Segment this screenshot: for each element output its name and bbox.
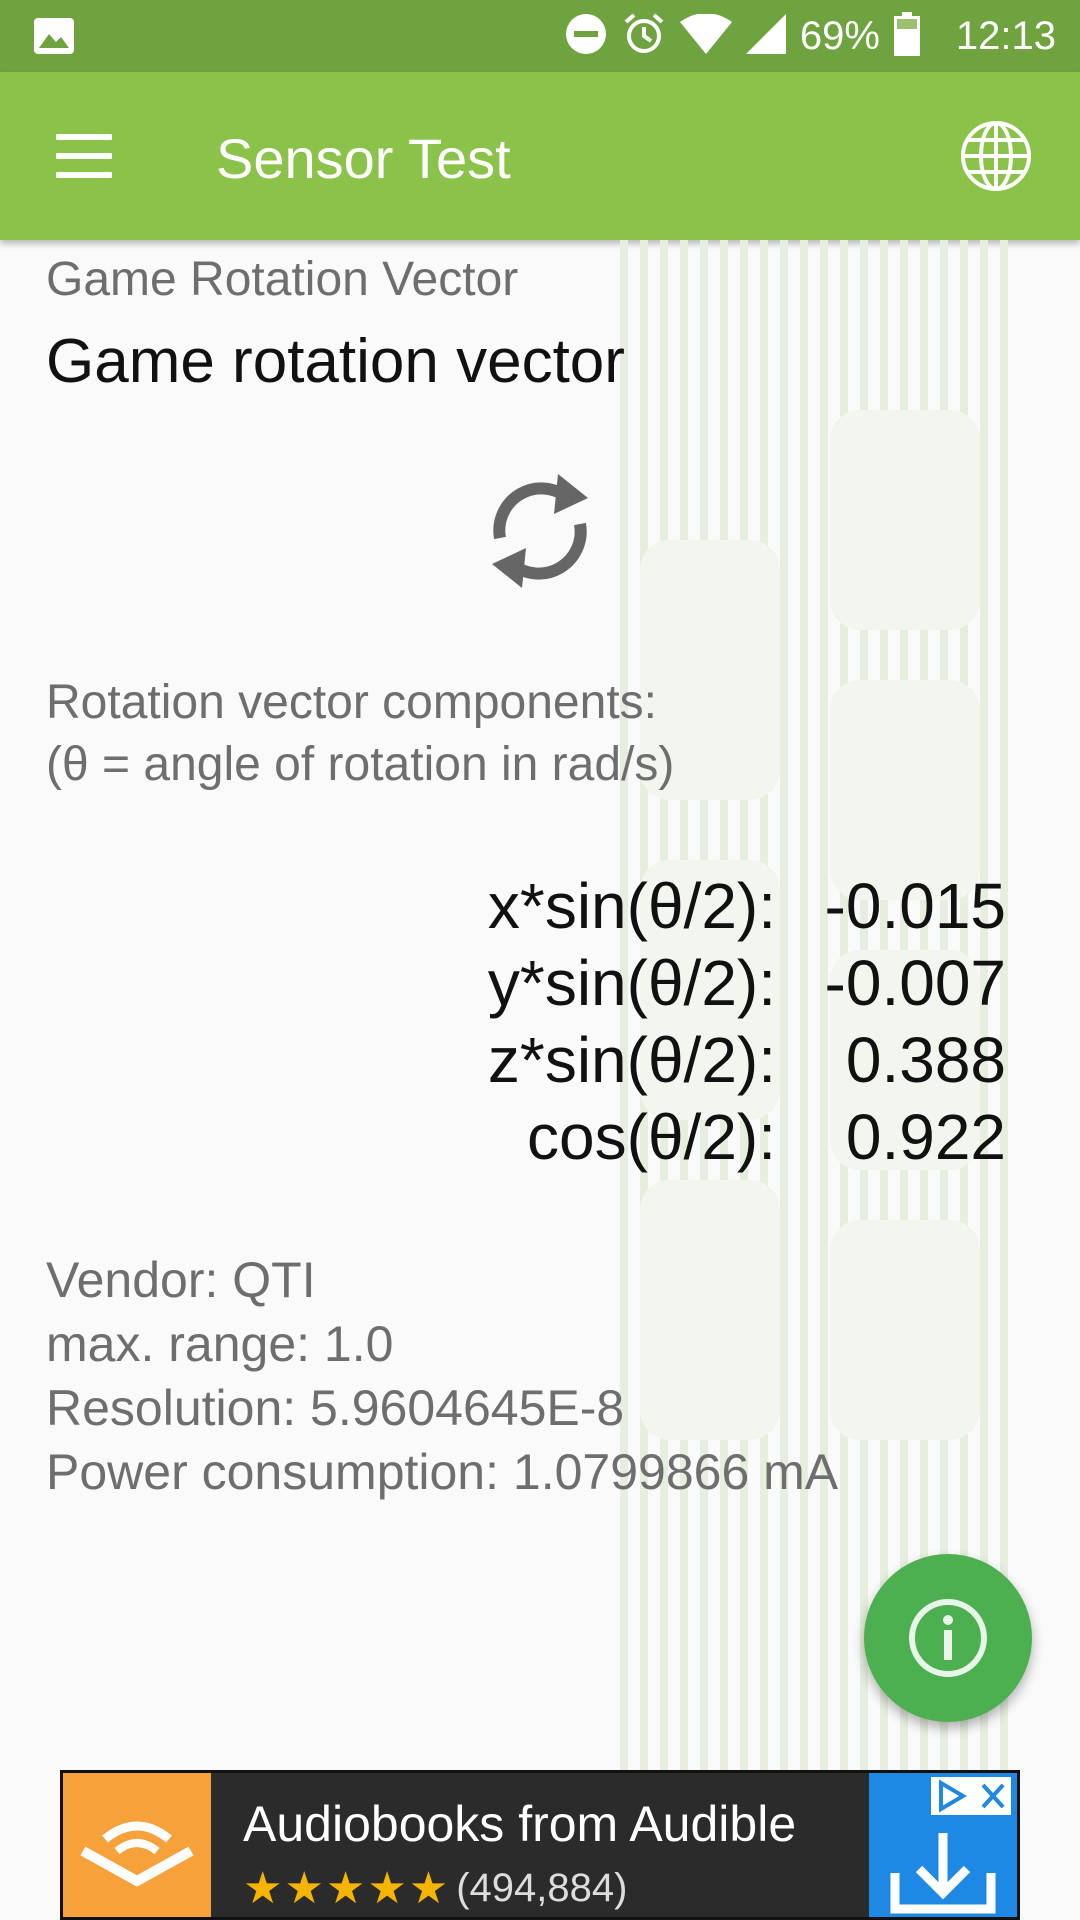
component-row-cos: cos(θ/2): 0.922 <box>488 1099 1006 1176</box>
rating-stars: ★★★★★ <box>243 1864 451 1913</box>
rating-count: (494,884) <box>456 1866 628 1910</box>
do-not-disturb-icon <box>564 12 608 61</box>
description-line-2: (θ = angle of rotation in rad/s) <box>46 738 675 791</box>
rotation-sync-icon <box>480 468 600 599</box>
component-label: z*sin(θ/2): <box>487 1024 776 1096</box>
component-label: y*sin(θ/2): <box>487 947 776 1019</box>
max-range-info: max. range: 1.0 <box>46 1316 394 1372</box>
battery-icon <box>893 11 920 61</box>
signal-icon <box>745 13 786 59</box>
component-row-z: z*sin(θ/2): 0.388 <box>488 1022 1006 1099</box>
component-value: -0.015 <box>824 870 1006 942</box>
sensor-type-label: Game Rotation Vector <box>46 253 519 306</box>
component-row-y: y*sin(θ/2): -0.007 <box>488 945 1006 1022</box>
rotation-components: x*sin(θ/2): -0.015 y*sin(θ/2): -0.007 z*… <box>488 868 1006 1176</box>
resolution-info: Resolution: 5.9604645E-8 <box>46 1380 625 1436</box>
alarm-icon <box>622 12 666 61</box>
info-icon <box>909 1599 987 1677</box>
component-row-x: x*sin(θ/2): -0.015 <box>488 868 1006 945</box>
wifi-icon <box>679 12 732 59</box>
ad-banner[interactable]: Audiobooks from Audible ★★★★★ (494,884) <box>60 1770 1020 1920</box>
status-bar: 69% 12:13 <box>0 0 1080 72</box>
power-info: Power consumption: 1.0799866 mA <box>46 1444 839 1500</box>
ad-choices-close-icon[interactable] <box>931 1777 1011 1815</box>
info-fab-button[interactable] <box>864 1554 1032 1722</box>
globe-icon[interactable] <box>960 120 1032 197</box>
hamburger-menu-icon[interactable] <box>56 134 112 178</box>
component-label: x*sin(θ/2): <box>487 870 776 942</box>
app-bar: Sensor Test <box>0 72 1080 240</box>
description-line-1: Rotation vector components: <box>46 676 657 729</box>
background-watermark <box>620 240 1008 1770</box>
component-value: 0.388 <box>845 1024 1006 1096</box>
ad-rating: ★★★★★ (494,884) <box>243 1863 627 1914</box>
rotation-description: Rotation vector components: (θ = angle o… <box>46 672 674 796</box>
app-title: Sensor Test <box>216 127 511 190</box>
vendor-info: Vendor: QTI <box>46 1252 316 1308</box>
sensor-name: Game rotation vector <box>46 327 625 396</box>
download-icon <box>890 1833 996 1914</box>
component-value: -0.007 <box>824 947 1006 1019</box>
battery-percent: 69% <box>799 13 880 58</box>
sensor-info: Vendor: QTI max. range: 1.0 Resolution: … <box>46 1248 838 1504</box>
image-notification-icon <box>34 18 74 59</box>
audible-logo-icon <box>63 1773 211 1917</box>
component-label: cos(θ/2): <box>527 1101 776 1173</box>
ad-headline[interactable]: Audiobooks from Audible <box>243 1796 797 1852</box>
component-value: 0.922 <box>845 1101 1006 1173</box>
clock: 12:13 <box>955 13 1056 58</box>
